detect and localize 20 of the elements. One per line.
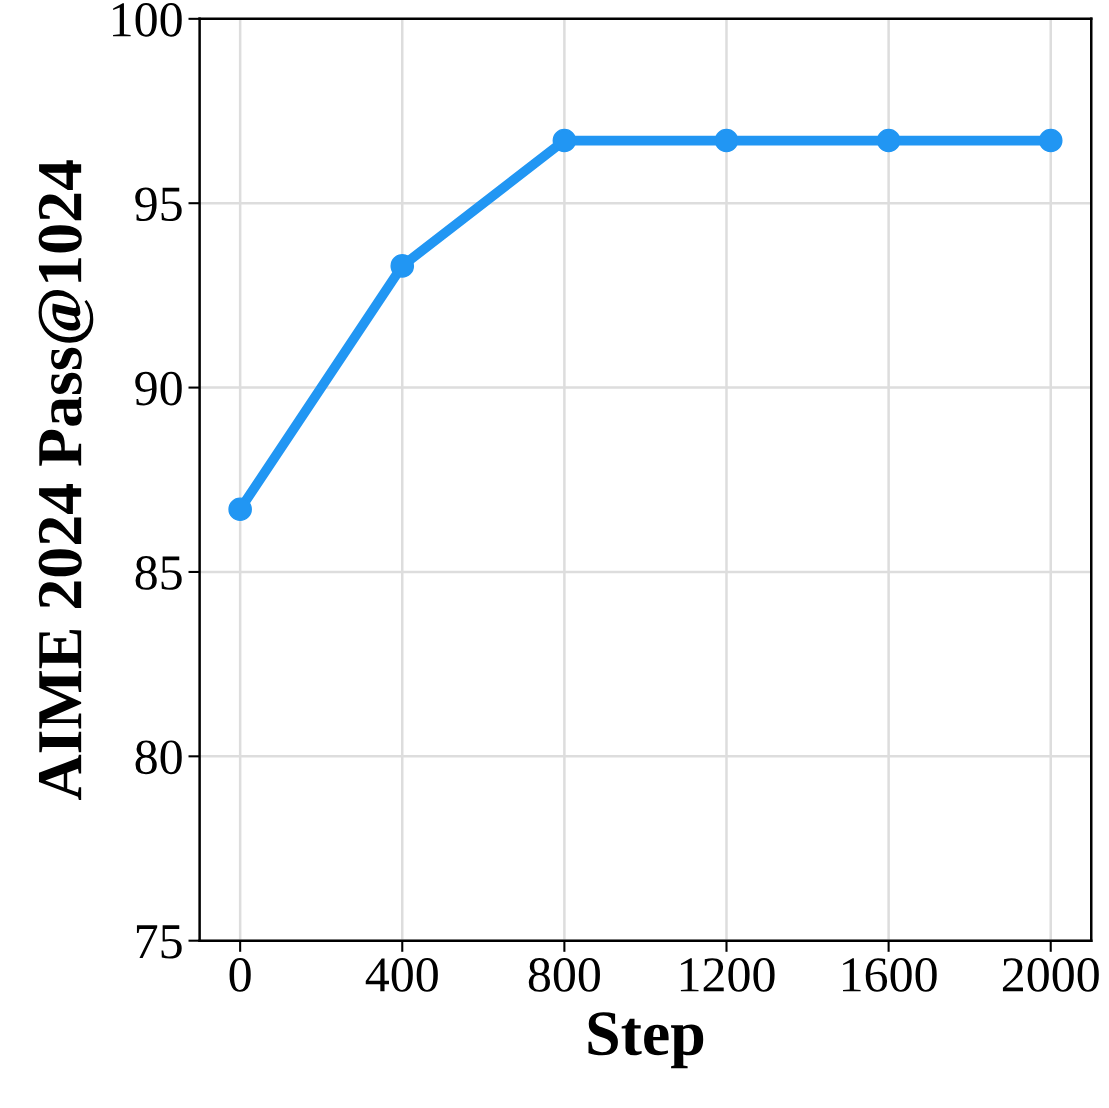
y-tick-label: 100	[113, 2, 182, 37]
y-tick-label: 75	[136, 925, 182, 959]
x-tick-label: 0	[229, 958, 251, 992]
x-axis-title: Step	[588, 1012, 704, 1069]
point	[228, 497, 252, 522]
y-tick-label: 95	[135, 187, 182, 222]
y-tick-label: 80	[135, 740, 182, 775]
y-axis-title: AIME 2024 Pass@1024	[38, 160, 94, 800]
point	[1038, 128, 1063, 153]
point	[390, 254, 415, 278]
y-tick-label: 85	[135, 556, 182, 590]
x-tick-label: 400	[365, 958, 438, 992]
point	[714, 128, 739, 153]
point	[876, 128, 901, 153]
x-tick-label: 2000	[1002, 958, 1099, 992]
x-tick-label: 1600	[843, 958, 937, 992]
x-tick-label: 800	[528, 958, 600, 992]
x-tick-label: 1200	[680, 958, 775, 992]
y-tick-label: 90	[135, 371, 182, 406]
point	[552, 128, 577, 153]
